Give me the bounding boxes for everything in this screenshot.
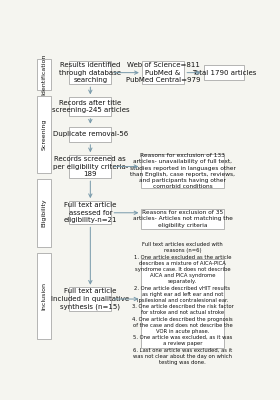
Text: Identification: Identification bbox=[42, 54, 47, 95]
Text: Total 1790 articles: Total 1790 articles bbox=[192, 70, 256, 76]
FancyBboxPatch shape bbox=[69, 61, 111, 84]
Text: Inclusion: Inclusion bbox=[42, 282, 47, 310]
FancyBboxPatch shape bbox=[37, 96, 51, 173]
Text: Full text article
assessed for
eligibility-n=21: Full text article assessed for eligibili… bbox=[64, 202, 117, 223]
Text: Screening: Screening bbox=[42, 118, 47, 150]
FancyBboxPatch shape bbox=[142, 61, 184, 84]
FancyBboxPatch shape bbox=[69, 288, 111, 310]
FancyBboxPatch shape bbox=[141, 154, 224, 188]
FancyBboxPatch shape bbox=[37, 253, 51, 339]
Text: Duplicate removal-56: Duplicate removal-56 bbox=[53, 131, 128, 137]
FancyBboxPatch shape bbox=[204, 65, 244, 80]
FancyBboxPatch shape bbox=[69, 155, 111, 178]
FancyBboxPatch shape bbox=[69, 201, 111, 224]
FancyBboxPatch shape bbox=[69, 97, 111, 116]
Text: Eligibility: Eligibility bbox=[42, 198, 47, 227]
Text: Web of Science=811
PubMed &
PubMed Central=979: Web of Science=811 PubMed & PubMed Centr… bbox=[126, 62, 200, 83]
FancyBboxPatch shape bbox=[141, 209, 224, 229]
FancyBboxPatch shape bbox=[37, 179, 51, 247]
Text: Reasons for exclusion of 133
articles- unavailability of full text,
studies repo: Reasons for exclusion of 133 articles- u… bbox=[130, 153, 235, 189]
Text: Records after title
screening-245 articles: Records after title screening-245 articl… bbox=[52, 100, 129, 113]
FancyBboxPatch shape bbox=[69, 126, 111, 142]
Text: Records screened as
per eligibility criteria-
189: Records screened as per eligibility crit… bbox=[53, 156, 128, 177]
Text: Full text article
Included in qualitative
synthesis (n=15): Full text article Included in qualitativ… bbox=[51, 288, 129, 310]
Text: Full text articles excluded with
reasons (n=6)
1. One article excluded as the ar: Full text articles excluded with reasons… bbox=[132, 242, 234, 365]
Text: Reasons for exclusion of 35
articles- Articles not matching the
eligibility crit: Reasons for exclusion of 35 articles- Ar… bbox=[133, 210, 232, 228]
Text: Results identified
through database
searching: Results identified through database sear… bbox=[59, 62, 121, 83]
FancyBboxPatch shape bbox=[141, 259, 224, 348]
FancyBboxPatch shape bbox=[37, 59, 51, 90]
